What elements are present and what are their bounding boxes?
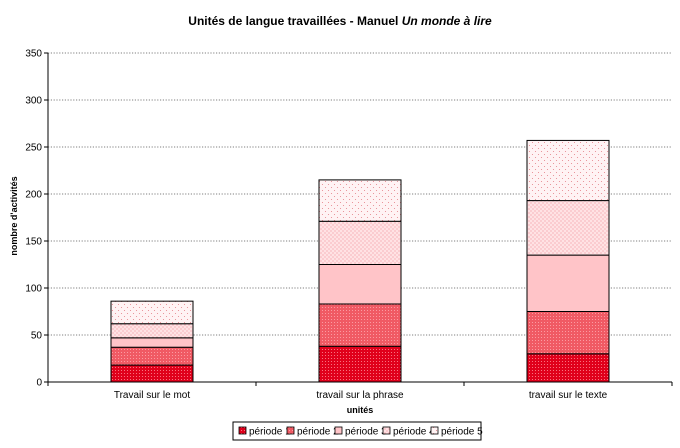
bar-segment	[526, 254, 610, 313]
legend-swatch	[238, 426, 247, 435]
x-tick-label: travail sur la phrase	[316, 390, 404, 401]
legend-swatch	[430, 426, 439, 435]
y-tick-label: 200	[25, 190, 42, 201]
legend-label: période 3	[345, 427, 387, 438]
legend-label: période 4	[393, 427, 435, 438]
bar-segment	[110, 337, 194, 348]
bar-segment	[526, 311, 610, 355]
bar-segment	[110, 346, 194, 366]
bar-segment	[318, 220, 402, 265]
bar-segment	[318, 345, 402, 383]
legend: période 1 période 2 période 3 période 4 péri…	[232, 421, 483, 441]
legend-label: période 1	[249, 427, 291, 438]
bars	[110, 139, 610, 383]
y-tick-label: 150	[25, 237, 42, 248]
bar-segment	[318, 303, 402, 347]
bar-segment	[318, 264, 402, 305]
y-tick-label: 100	[25, 284, 42, 295]
legend-swatch	[286, 426, 295, 435]
bar-segment	[318, 179, 402, 222]
y-axis: 0 50 100 150 200 250 300 350	[25, 49, 49, 389]
y-axis-title: nombre d'activités	[9, 176, 19, 255]
x-tick-label: travail sur le texte	[529, 390, 608, 401]
bar-segment	[526, 139, 610, 202]
chart-title-italic: Un monde à lire	[402, 14, 492, 28]
bar-segment	[110, 323, 194, 339]
y-tick-label: 50	[31, 331, 43, 342]
x-tick-label: Travail sur le mot	[114, 390, 191, 401]
chart-title: Unités de langue travaillées - Manuel Un…	[188, 14, 492, 28]
legend-swatch	[382, 426, 391, 435]
legend-box	[232, 421, 482, 441]
y-tick-label: 350	[25, 49, 42, 60]
y-tick-label: 300	[25, 96, 42, 107]
legend-swatch	[334, 426, 343, 435]
bar-segment	[110, 300, 194, 325]
bar-segment	[526, 353, 610, 383]
y-tick-label: 0	[36, 378, 42, 389]
y-tick-label: 250	[25, 143, 42, 154]
bar-segment	[526, 200, 610, 256]
legend-label: période 5	[441, 427, 483, 438]
bar-segment	[110, 364, 194, 383]
x-axis-title: unités	[347, 405, 374, 415]
legend-label: période 2	[297, 427, 339, 438]
x-axis: Travail sur le mot travail sur la phrase t…	[47, 381, 673, 401]
chart-title-main: Unités de langue travaillées - Manuel	[188, 14, 401, 28]
